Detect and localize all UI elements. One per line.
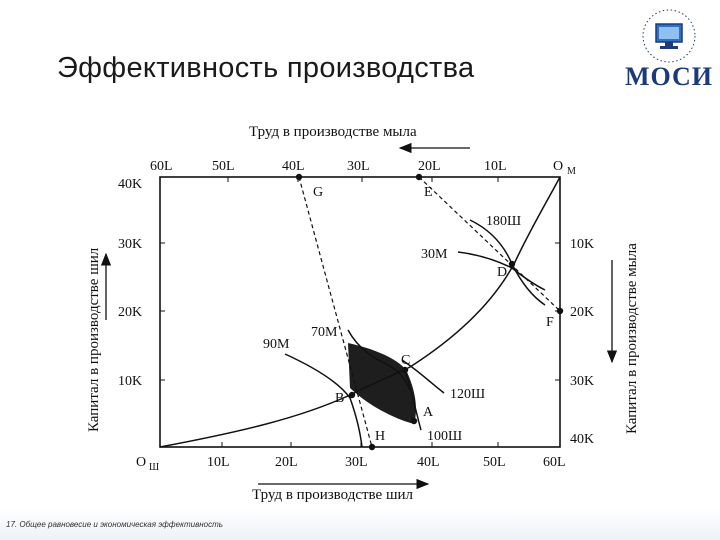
logo-text: МОСИ — [624, 62, 714, 91]
top-origin: O — [553, 159, 563, 174]
top-ticks: 60L 50L 40L 30L 20L 10L O M — [150, 159, 576, 182]
mosi-logo: МОСИ — [622, 6, 716, 92]
bottom-tick-20L: 20L — [275, 455, 298, 470]
point-B-label: B — [335, 391, 344, 406]
budget-line-EF — [418, 176, 561, 312]
top-tick-30L: 30L — [347, 159, 370, 174]
right-tick-20K: 20K — [570, 305, 594, 320]
bottom-tick-40L: 40L — [417, 455, 440, 470]
point-G-label: G — [313, 185, 323, 200]
point-F-label: F — [546, 315, 554, 330]
label-180: 180Ш — [486, 214, 521, 229]
top-tick-20L: 20L — [418, 159, 441, 174]
bottom-axis-title: Труд в производстве шил — [252, 487, 414, 503]
left-ticks: 40K 30K 20K 10K — [118, 177, 165, 389]
point-G-dot — [295, 173, 303, 181]
left-axis-title: Капитал в производстве шил — [86, 247, 102, 432]
bottom-origin-sub: Ш — [149, 462, 159, 473]
point-C-dot — [401, 366, 409, 374]
point-D-label: D — [497, 265, 507, 280]
footer-caption: 17. Общее равновесие и экономическая эфф… — [6, 520, 223, 529]
left-tick-10K: 10K — [118, 374, 142, 389]
right-ticks: 10K 20K 30K 40K — [555, 237, 594, 447]
left-tick-30K: 30K — [118, 237, 142, 252]
label-70M: 70M — [311, 325, 338, 340]
point-A-label: A — [423, 405, 434, 420]
label-90M: 90M — [263, 337, 290, 352]
bottom-tick-50L: 50L — [483, 455, 506, 470]
improvement-lens — [348, 343, 416, 424]
left-tick-40K: 40K — [118, 177, 142, 192]
isoquant-70M-soap — [347, 329, 411, 391]
top-tick-40L: 40L — [282, 159, 305, 174]
top-axis-title: Труд в производстве мыла — [249, 124, 417, 140]
left-tick-20K: 20K — [118, 305, 142, 320]
point-H-label: H — [375, 429, 385, 444]
budget-line-GH — [298, 176, 373, 448]
contract-curve — [159, 176, 561, 448]
monitor-globe-icon — [642, 9, 696, 63]
top-origin-sub: M — [567, 166, 576, 177]
point-B-dot — [348, 391, 356, 399]
point-E-dot — [415, 173, 423, 181]
right-tick-40K: 40K — [570, 432, 594, 447]
isoquant-180-awl — [469, 219, 546, 306]
right-tick-10K: 10K — [570, 237, 594, 252]
bottom-tick-30L: 30L — [345, 455, 368, 470]
bottom-tick-60L: 60L — [543, 455, 566, 470]
footer-band — [0, 508, 720, 540]
point-F-dot — [556, 307, 564, 315]
bottom-origin: O — [136, 455, 146, 470]
point-E-label: E — [424, 185, 433, 200]
isoquant-120-awl — [401, 359, 445, 394]
bottom-ticks: O Ш 10L 20L 30L 40L 50L 60L — [136, 442, 566, 473]
label-120: 120Ш — [450, 387, 485, 402]
point-A-dot — [410, 417, 418, 425]
top-tick-60L: 60L — [150, 159, 173, 174]
slide-title: Эффективность производства — [57, 52, 475, 84]
top-tick-10L: 10L — [484, 159, 507, 174]
isoquant-100-soap — [404, 369, 422, 431]
point-H-dot — [368, 443, 376, 451]
point-D-dot — [508, 260, 516, 268]
top-tick-50L: 50L — [212, 159, 235, 174]
right-tick-30K: 30K — [570, 374, 594, 389]
isoquant-90M-awl — [284, 353, 363, 448]
bottom-tick-10L: 10L — [207, 455, 230, 470]
isoquant-30M-soap — [457, 251, 546, 291]
point-C-label: C — [401, 353, 410, 368]
right-axis-title: Капитал в производстве мыла — [624, 243, 640, 434]
label-30M: 30M — [421, 247, 448, 262]
label-100: 100Ш — [427, 429, 462, 444]
